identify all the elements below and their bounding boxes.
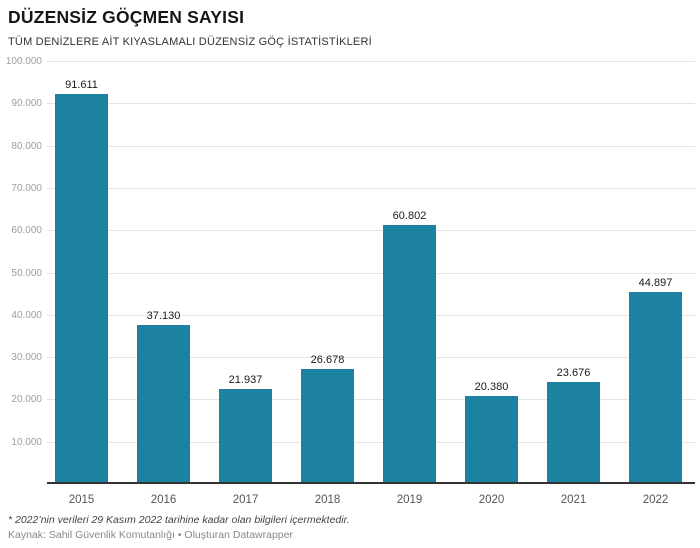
chart-footnote: * 2022’nin verileri 29 Kasım 2022 tarihi… — [8, 514, 350, 526]
y-axis-tick-label: 50.000 — [11, 268, 42, 279]
x-axis-tick-label: 2020 — [478, 494, 505, 506]
chart-area: 10.000 20.000 30.000 40.000 50.000 60.000 70.0… — [0, 56, 700, 507]
x-axis-tick-label: 2016 — [150, 494, 177, 506]
bar-2017 — [219, 389, 272, 482]
gridline — [47, 230, 695, 231]
chart-subtitle: TÜM DENİZLERE AİT KIYASLAMALI DÜZENSİZ G… — [8, 36, 372, 48]
bar-2018 — [301, 369, 354, 482]
bar-value-label: 23.676 — [556, 367, 591, 379]
bar-2019 — [383, 225, 436, 482]
gridline — [47, 146, 695, 147]
bar-value-label: 44.897 — [638, 277, 673, 289]
bar-value-label: 91.611 — [65, 79, 98, 91]
x-axis-tick-label: 2019 — [396, 494, 423, 506]
y-axis-tick-label: 30.000 — [11, 352, 42, 363]
x-axis-tick-label: 2021 — [560, 494, 587, 506]
x-axis-tick-label: 2017 — [232, 494, 259, 506]
bar-2022 — [629, 292, 682, 482]
y-axis-tick-label: 10.000 — [11, 437, 42, 448]
y-axis-tick-label: 20.000 — [11, 394, 42, 405]
y-axis-tick-label: 100.000 — [5, 56, 42, 67]
y-axis-tick-label: 60.000 — [11, 225, 42, 236]
y-axis-tick-label: 40.000 — [11, 310, 42, 321]
x-axis-tick-label: 2018 — [314, 494, 341, 506]
y-axis-tick-label: 90.000 — [11, 98, 42, 109]
gridline — [47, 273, 695, 274]
gridline — [47, 103, 695, 104]
bar-2020 — [465, 396, 518, 482]
chart-title: DÜZENSİZ GÖÇMEN SAYISI — [8, 7, 245, 27]
gridline — [47, 188, 695, 189]
bar-value-label: 20.380 — [474, 381, 509, 393]
x-axis-tick-label: 2022 — [642, 494, 669, 506]
bar-2015 — [55, 94, 108, 482]
x-axis-tick-label: 2015 — [68, 494, 95, 506]
y-axis-tick-label: 70.000 — [11, 183, 42, 194]
gridline — [47, 357, 695, 358]
bar-value-label: 26.678 — [310, 354, 345, 366]
gridline — [47, 315, 695, 316]
plot-area: 91.611 37.130 21.937 26.678 60.802 20.380 23.6… — [47, 61, 695, 484]
y-axis-tick-label: 80.000 — [11, 141, 42, 152]
gridline — [47, 442, 695, 443]
chart-source: Kaynak: Sahil Güvenlik Komutanlığı • Olu… — [8, 529, 293, 541]
bar-value-label: 37.130 — [146, 310, 181, 322]
bar-value-label: 60.802 — [392, 210, 427, 222]
bar-2016 — [137, 325, 190, 482]
gridline — [47, 61, 695, 62]
bar-2021 — [547, 382, 600, 482]
gridline — [47, 399, 695, 400]
bar-value-label: 21.937 — [228, 374, 263, 386]
